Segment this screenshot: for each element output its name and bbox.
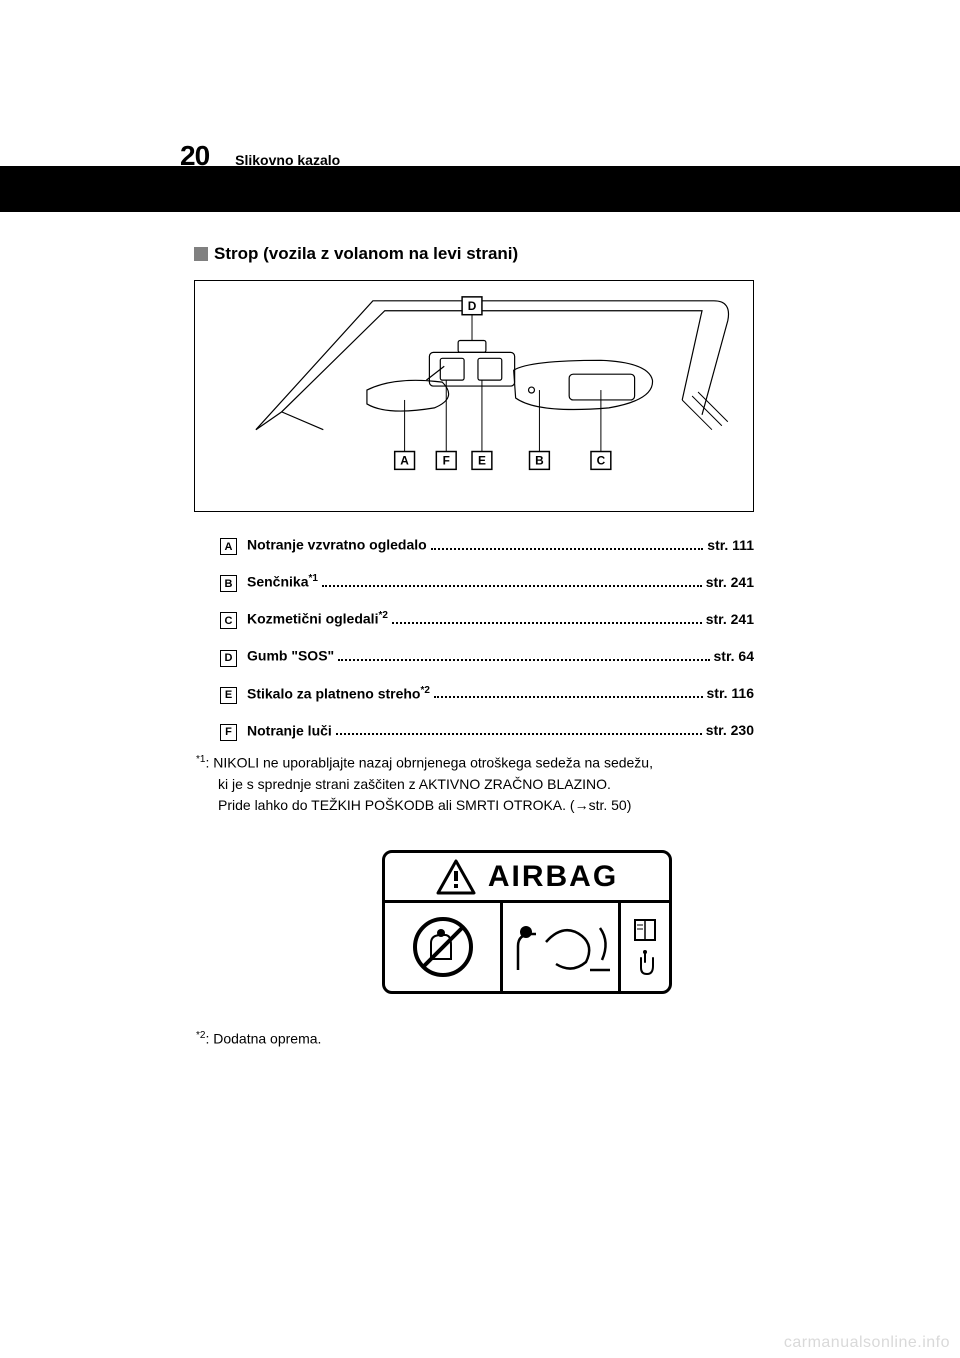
- toc-row-f: F Notranje luči str. 230: [220, 722, 754, 741]
- ceiling-diagram-svg: D A F E B C: [195, 281, 753, 511]
- toc-list: A Notranje vzvratno ogledalo str. 111 B …: [220, 536, 754, 759]
- footnote-1-line3: Pride lahko do TEŽKIH POŠKODB ali SMRTI …: [218, 795, 756, 816]
- no-rear-child-seat-icon: [411, 915, 475, 979]
- toc-letter-b: B: [220, 575, 237, 592]
- airbag-deployment-icon: [506, 912, 616, 982]
- watermark: carmanualsonline.info: [784, 1334, 950, 1352]
- hand-point-icon: [631, 948, 659, 978]
- callout-letter-b: B: [535, 453, 544, 467]
- footnote-1: *1: NIKOLI ne uporabljajte nazaj obrnjen…: [196, 752, 756, 816]
- header-black-bar: [0, 166, 960, 212]
- toc-page-f: str. 230: [706, 722, 754, 738]
- section-title: Strop (vozila z volanom na levi strani): [214, 244, 518, 264]
- toc-dots: [338, 659, 709, 661]
- page: 20 Slikovno kazalo Strop (vozila z volan…: [0, 0, 960, 1358]
- toc-page-a: str. 111: [707, 537, 754, 553]
- footnote-1-line1: : NIKOLI ne uporabljajte nazaj obrnjeneg…: [205, 755, 653, 771]
- toc-row-e: E Stikalo za platneno streho*2 str. 116: [220, 685, 754, 704]
- warning-triangle-icon: [436, 859, 476, 895]
- callout-letter-a: A: [400, 453, 409, 467]
- footnote-2: *2: Dodatna oprema.: [196, 1030, 321, 1047]
- toc-label-f: Notranje luči: [247, 722, 332, 739]
- toc-label-b: Senčnika*1: [247, 573, 318, 590]
- toc-dots: [431, 548, 704, 550]
- airbag-top-row: AIRBAG: [385, 853, 669, 903]
- toc-page-d: str. 64: [714, 648, 754, 664]
- toc-label-d: Gumb "SOS": [247, 647, 334, 664]
- toc-dots: [392, 622, 702, 624]
- airbag-title: AIRBAG: [488, 860, 618, 894]
- toc-label-a: Notranje vzvratno ogledalo: [247, 536, 427, 553]
- toc-letter-a: A: [220, 538, 237, 555]
- toc-row-c: C Kozmetični ogledali*2 str. 241: [220, 610, 754, 629]
- airbag-warning-label: AIRBAG: [382, 850, 672, 994]
- manual-book-icon: [631, 916, 659, 944]
- toc-row-d: D Gumb "SOS" str. 64: [220, 647, 754, 666]
- toc-dots: [336, 733, 702, 735]
- toc-dots: [322, 585, 702, 587]
- section-marker-square: [194, 247, 208, 261]
- airbag-cell-no-child-seat: [385, 903, 503, 991]
- toc-page-b: str. 241: [706, 574, 754, 590]
- toc-dots: [434, 696, 703, 698]
- ceiling-diagram: D A F E B C: [194, 280, 754, 512]
- toc-row-b: B Senčnika*1 str. 241: [220, 573, 754, 592]
- toc-letter-d: D: [220, 650, 237, 667]
- callout-letter-c: C: [597, 453, 606, 467]
- toc-page-c: str. 241: [706, 611, 754, 627]
- callout-letter-f: F: [443, 453, 450, 467]
- footnote-1-line2: ki je s sprednje strani zaščiten z AKTIV…: [218, 774, 756, 795]
- toc-letter-c: C: [220, 612, 237, 629]
- toc-letter-f: F: [220, 724, 237, 741]
- airbag-cell-deployment: [503, 903, 621, 991]
- callout-letter-e: E: [478, 453, 486, 467]
- airbag-cell-manual-icons: [621, 903, 669, 991]
- toc-letter-e: E: [220, 687, 237, 704]
- footnote-2-text: : Dodatna oprema.: [205, 1031, 321, 1047]
- callout-letter-d: D: [468, 299, 477, 313]
- section-title-row: Strop (vozila z volanom na levi strani): [194, 244, 518, 264]
- toc-label-e: Stikalo za platneno streho*2: [247, 685, 430, 702]
- toc-row-a: A Notranje vzvratno ogledalo str. 111: [220, 536, 754, 555]
- toc-label-c: Kozmetični ogledali*2: [247, 610, 388, 627]
- toc-page-e: str. 116: [707, 685, 755, 701]
- airbag-bottom-row: [385, 903, 669, 991]
